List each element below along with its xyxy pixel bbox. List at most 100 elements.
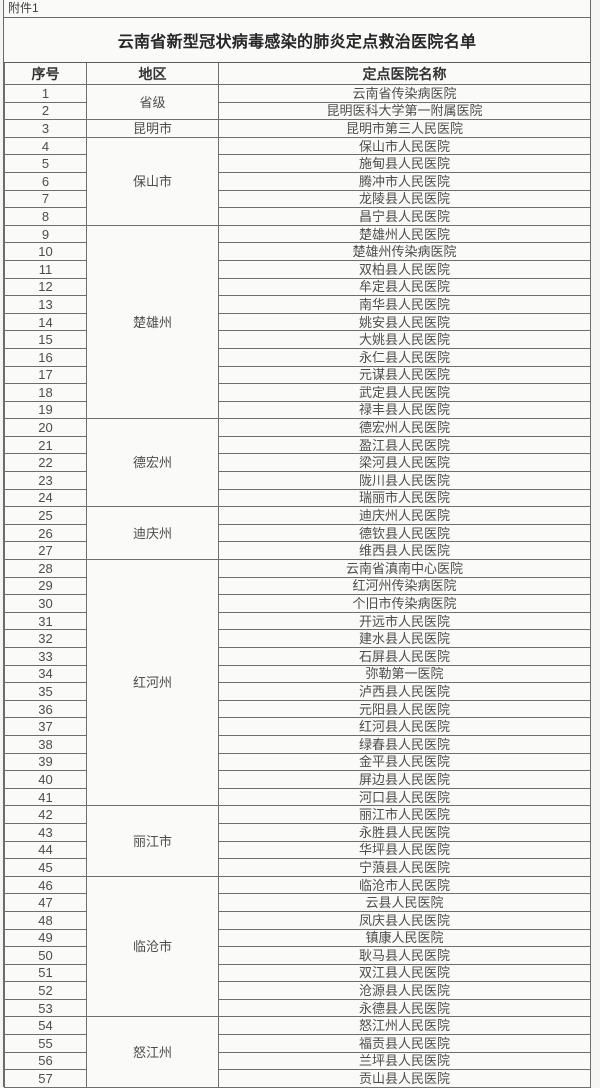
- table-row: 49 镇康人民医院: [4, 928, 591, 948]
- row-number-cell: 20: [4, 418, 87, 437]
- row-number-cell: 25: [4, 506, 87, 525]
- hospital-cell: 云南省滇南中心医院: [218, 559, 591, 578]
- table-row: 3 昆明市 昆明市第三人民医院: [4, 119, 591, 138]
- hospital-cell: 昆明医科大学第一附属医院: [218, 101, 591, 121]
- hospital-cell: 瑞丽市人民医院: [218, 488, 591, 508]
- row-number-cell: 15: [4, 330, 87, 349]
- table-row: 1 省级 云南省传染病医院: [4, 83, 591, 121]
- row-number-cell: 28: [4, 559, 87, 578]
- row-number-cell: 12: [4, 277, 87, 297]
- row-number-cell: 30: [4, 594, 87, 613]
- hospital-cell: 双柏县人民医院: [218, 259, 591, 279]
- row-number-cell: 46: [4, 875, 87, 895]
- row-number-cell: 2: [4, 101, 87, 121]
- hospital-cell: 龙陵县人民医院: [218, 189, 591, 209]
- hospital-cell: 南华县人民医院: [218, 295, 591, 314]
- row-number-cell: 34: [4, 664, 87, 684]
- hospital-cell: 怒江州人民医院: [218, 1016, 591, 1036]
- hospital-cell: 耿马县人民医院: [218, 946, 591, 965]
- row-number-cell: 52: [4, 981, 87, 1000]
- row-number-cell: 39: [4, 752, 87, 772]
- row-number-cell: 44: [4, 840, 87, 860]
- region-cell: 迪庆州: [86, 506, 219, 561]
- hospital-cell: 永德县人民医院: [218, 998, 591, 1018]
- row-number-cell: 19: [4, 400, 87, 420]
- table-row: 39 金平县人民医院: [4, 752, 591, 772]
- hospital-cell: 凤庆县人民医院: [218, 910, 591, 930]
- table-row: 35 泸西县人民医院: [4, 682, 591, 701]
- hospital-cell: 镇康人民医院: [218, 928, 591, 948]
- table-row: 11 双柏县人民医院: [4, 259, 591, 279]
- row-number-cell: 37: [4, 717, 87, 736]
- row-number-cell: 54: [4, 1016, 87, 1036]
- row-number-cell: 35: [4, 682, 87, 701]
- region-cell: 德宏州: [86, 418, 219, 508]
- row-number-cell: 26: [4, 523, 87, 543]
- document-sheet: 附件1 云南省新型冠状病毒感染的肺炎定点救治医院名单 序号 地区 定点医院名称 …: [3, 0, 591, 1088]
- hospital-cell: 盈江县人民医院: [218, 435, 591, 455]
- table-row: 9 楚雄州 楚雄州人民医院: [4, 224, 591, 420]
- row-number-cell: 53: [4, 998, 87, 1018]
- hospital-cell: 贡山县人民医院: [218, 1069, 591, 1088]
- hospital-cell: 河口县人民医院: [218, 787, 591, 807]
- hospital-cell: 开远市人民医院: [218, 611, 591, 631]
- table-row: 48 凤庆县人民医院: [4, 910, 591, 930]
- hospital-cell: 陇川县人民医院: [218, 471, 591, 490]
- table-row: 7 龙陵县人民医院: [4, 189, 591, 209]
- table-header-row: 序号 地区 定点医院名称: [4, 62, 591, 85]
- table-body: 1 省级 云南省传染病医院 2 昆明医科大学第一附属医院 3 昆明市 昆明市第三人民医院 4 保山…: [4, 83, 591, 1088]
- row-number-cell: 3: [4, 119, 87, 138]
- hospital-cell: 兰坪县人民医院: [218, 1051, 591, 1071]
- row-number-cell: 36: [4, 699, 87, 719]
- hospital-cell: 永仁县人民医院: [218, 347, 591, 367]
- region-cell: 临沧市: [86, 875, 219, 1018]
- hospital-cell: 腾冲市人民医院: [218, 171, 591, 191]
- row-number-cell: 22: [4, 453, 87, 473]
- hospital-cell: 迪庆州人民医院: [218, 506, 591, 525]
- table-row: 20 德宏州 德宏州人民医院: [4, 418, 591, 508]
- table-row: 54 怒江州 怒江州人民医院: [4, 1016, 591, 1088]
- hospital-cell: 华坪县人民医院: [218, 840, 591, 860]
- row-number-cell: 9: [4, 224, 87, 244]
- hospital-cell: 丽江市人民医院: [218, 805, 591, 824]
- row-number-cell: 43: [4, 822, 87, 842]
- table-row: 33 石屏县人民医院: [4, 647, 591, 666]
- table-row: 16 永仁县人民医院: [4, 347, 591, 367]
- row-number-cell: 41: [4, 787, 87, 807]
- hospital-cell: 元谋县人民医院: [218, 365, 591, 385]
- hospital-cell: 云南省传染病医院: [218, 84, 591, 103]
- row-number-cell: 57: [4, 1069, 87, 1088]
- hospital-cell: 屏边县人民医院: [218, 770, 591, 789]
- row-number-cell: 16: [4, 347, 87, 367]
- hospital-cell: 大姚县人民医院: [218, 330, 591, 349]
- column-header-index: 序号: [4, 62, 87, 85]
- row-number-cell: 14: [4, 312, 87, 332]
- hospital-cell: 禄丰县人民医院: [218, 400, 591, 420]
- row-number-cell: 23: [4, 471, 87, 490]
- row-number-cell: 33: [4, 647, 87, 666]
- row-number-cell: 48: [4, 910, 87, 930]
- table-row: 45 宁蒗县人民医院: [4, 858, 591, 877]
- table-row: 13 南华县人民医院: [4, 295, 591, 314]
- page-title: 云南省新型冠状病毒感染的肺炎定点救治医院名单: [117, 34, 477, 51]
- row-number-cell: 5: [4, 154, 87, 173]
- hospital-cell: 金平县人民医院: [218, 752, 591, 772]
- hospital-cell: 沧源县人民医院: [218, 981, 591, 1000]
- region-cell: 丽江市: [86, 805, 219, 877]
- column-header-hospital: 定点医院名称: [218, 62, 591, 85]
- row-number-cell: 40: [4, 770, 87, 789]
- hospital-cell: 维西县人民医院: [218, 541, 591, 561]
- row-number-cell: 50: [4, 946, 87, 965]
- row-number-cell: 27: [4, 541, 87, 561]
- row-number-cell: 8: [4, 207, 87, 226]
- hospital-cell: 红河州传染病医院: [218, 576, 591, 596]
- hospital-cell: 楚雄州传染病医院: [218, 242, 591, 261]
- row-number-cell: 4: [4, 136, 87, 156]
- hospital-cell: 德宏州人民医院: [218, 418, 591, 437]
- region-cell: 省级: [86, 83, 219, 121]
- row-number-cell: 56: [4, 1051, 87, 1071]
- column-header-region: 地区: [86, 62, 219, 85]
- hospital-cell: 个旧市传染病医院: [218, 594, 591, 613]
- hospital-cell: 德钦县人民医院: [218, 523, 591, 543]
- row-number-cell: 7: [4, 189, 87, 209]
